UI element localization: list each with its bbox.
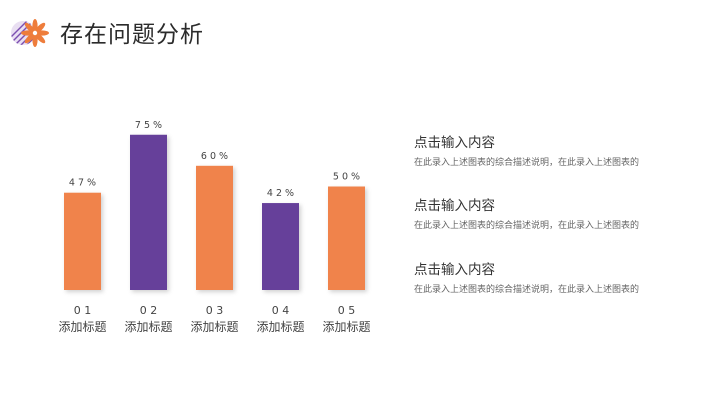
bar xyxy=(196,165,233,290)
bar xyxy=(262,203,299,290)
category-number-label: 0 3 xyxy=(206,304,224,317)
bar-value-label: 7 5 % xyxy=(135,120,162,131)
page-title: 存在问题分析 xyxy=(60,22,204,48)
description-block-1: 点击输入内容 在此录入上述图表的综合描述说明，在此录入上述图表的 xyxy=(414,134,704,168)
description-block-2: 点击输入内容 在此录入上述图表的综合描述说明，在此录入上述图表的 xyxy=(414,197,704,231)
header: 存在问题分析 xyxy=(6,12,204,52)
bar xyxy=(328,186,365,290)
description-title[interactable]: 点击输入内容 xyxy=(414,198,495,214)
description-title[interactable]: 点击输入内容 xyxy=(414,262,495,278)
category-name-label: 添加标题 xyxy=(124,320,172,334)
description-text[interactable]: 在此录入上述图表的综合描述说明，在此录入上述图表的 xyxy=(414,158,640,168)
bar-value-label: 4 7 % xyxy=(69,178,96,189)
category-number-label: 0 2 xyxy=(140,304,158,317)
bar xyxy=(130,134,167,290)
category-name-label: 添加标题 xyxy=(58,320,106,334)
category-name-label: 添加标题 xyxy=(256,320,304,334)
flower-logo-icon xyxy=(6,12,50,52)
description-block-3: 点击输入内容 在此录入上述图表的综合描述说明，在此录入上述图表的 xyxy=(414,261,704,295)
category-name-label: 添加标题 xyxy=(190,320,238,334)
bar-value-label: 6 0 % xyxy=(201,151,228,162)
bar-value-label: 5 0 % xyxy=(333,172,360,183)
description-text[interactable]: 在此录入上述图表的综合描述说明，在此录入上述图表的 xyxy=(414,221,640,231)
category-name-label: 添加标题 xyxy=(322,320,370,334)
description-text[interactable]: 在此录入上述图表的综合描述说明，在此录入上述图表的 xyxy=(414,285,640,295)
bar-value-label: 4 2 % xyxy=(267,188,294,199)
bar xyxy=(64,192,101,290)
description-title[interactable]: 点击输入内容 xyxy=(414,135,495,151)
category-number-label: 0 1 xyxy=(74,304,92,317)
category-number-label: 0 4 xyxy=(272,304,290,317)
category-number-label: 0 5 xyxy=(338,304,356,317)
